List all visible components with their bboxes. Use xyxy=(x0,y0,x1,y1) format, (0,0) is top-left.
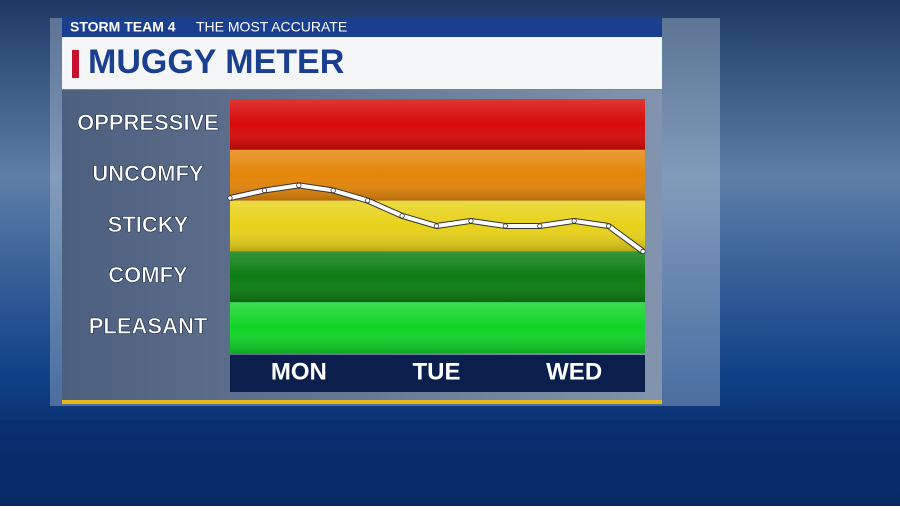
chart-title: MUGGY METER xyxy=(88,43,344,81)
title-box xyxy=(62,37,662,89)
x-tick-label: TUE xyxy=(413,358,461,385)
y-tick-label: OPPRESSIVE xyxy=(77,110,219,135)
band-shade xyxy=(230,99,645,150)
y-tick-label: COMFY xyxy=(108,263,188,288)
point xyxy=(571,218,577,224)
x-tick-label: MON xyxy=(271,358,327,385)
point xyxy=(330,187,336,194)
point xyxy=(227,195,233,201)
tagline: THE MOST ACCURATE xyxy=(196,19,347,35)
header-bar xyxy=(62,18,662,37)
band-shade xyxy=(230,251,645,303)
floor xyxy=(0,420,900,506)
title-accent xyxy=(72,50,79,78)
x-axis-strip xyxy=(230,355,645,392)
point xyxy=(433,223,440,229)
point xyxy=(605,223,612,229)
point xyxy=(399,213,405,219)
point xyxy=(640,248,646,254)
point xyxy=(502,223,508,229)
point xyxy=(468,218,474,224)
y-tick-label: STICKY xyxy=(108,212,189,237)
band-shade xyxy=(230,149,645,201)
y-tick-label: PLEASANT xyxy=(89,313,208,338)
point xyxy=(296,182,302,188)
point xyxy=(261,187,268,194)
x-tick-label: WED xyxy=(546,358,602,385)
y-tick-label: UNCOMFY xyxy=(92,161,204,186)
band-shade xyxy=(230,302,645,353)
bottom-rule xyxy=(62,400,662,404)
point xyxy=(365,198,371,204)
brand: STORM TEAM 4 xyxy=(70,19,176,35)
point xyxy=(537,223,543,229)
